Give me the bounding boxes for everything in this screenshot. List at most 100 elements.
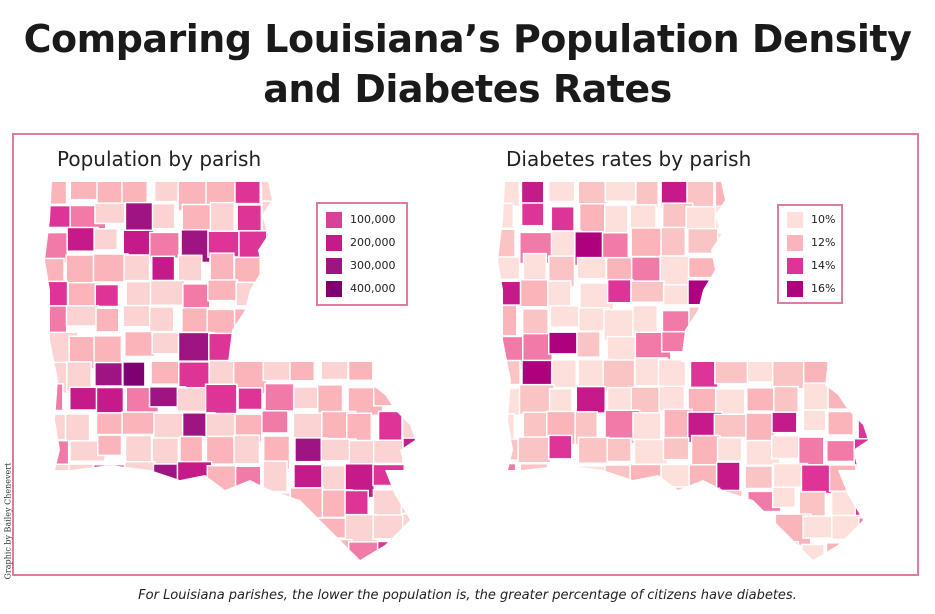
parish — [293, 386, 319, 410]
parish — [745, 182, 782, 205]
parish — [633, 489, 668, 523]
parish — [289, 517, 325, 547]
parish — [606, 437, 632, 463]
legend-swatch — [326, 280, 342, 297]
parish — [575, 385, 607, 414]
parish — [498, 182, 521, 207]
parish — [689, 539, 723, 560]
parish — [125, 487, 162, 517]
parish — [797, 306, 832, 336]
parish — [148, 306, 175, 333]
parish — [632, 304, 658, 337]
parish — [262, 460, 288, 493]
population-map-title: Population by parish — [57, 147, 262, 171]
parish — [374, 307, 399, 337]
parish — [657, 516, 691, 546]
parish — [233, 517, 263, 551]
parish — [714, 360, 749, 385]
parish — [630, 280, 665, 304]
parish — [714, 518, 747, 549]
parish — [547, 539, 582, 560]
parish — [347, 358, 374, 382]
legend-swatch — [326, 211, 342, 228]
parish — [401, 512, 415, 549]
parish — [125, 517, 156, 540]
parish — [347, 541, 383, 560]
parish — [153, 182, 180, 203]
parish — [45, 439, 70, 468]
parish — [522, 543, 553, 560]
parish — [234, 182, 261, 205]
parish — [205, 490, 231, 513]
parish — [629, 204, 657, 230]
parish — [831, 514, 863, 541]
parish — [377, 334, 415, 360]
parish — [317, 517, 348, 539]
parish — [605, 538, 641, 560]
parish — [522, 486, 553, 510]
parish — [802, 515, 834, 539]
parish — [687, 278, 720, 306]
parish — [498, 387, 523, 417]
parish — [45, 413, 69, 441]
parish — [633, 438, 669, 466]
parish — [522, 252, 548, 281]
parish — [401, 361, 415, 393]
parish — [153, 489, 192, 518]
parish — [316, 384, 344, 415]
parish — [45, 204, 72, 229]
parish — [94, 283, 120, 308]
parish — [742, 280, 774, 310]
parish — [402, 437, 415, 462]
parish — [854, 281, 868, 307]
parish — [372, 383, 401, 407]
parish — [237, 490, 271, 518]
parish — [545, 491, 572, 525]
parish — [205, 435, 239, 465]
parish — [550, 205, 575, 235]
parish — [406, 461, 415, 486]
parish — [152, 541, 190, 560]
parish — [662, 284, 692, 306]
legend-item: 300,000 — [318, 254, 406, 277]
parish — [630, 227, 664, 258]
parish — [635, 182, 659, 209]
parish — [606, 386, 633, 413]
parish — [261, 200, 288, 234]
parish — [317, 333, 350, 357]
parish — [549, 305, 580, 328]
parish — [825, 334, 857, 358]
parish — [95, 517, 133, 541]
parish — [716, 307, 753, 332]
parish — [233, 256, 262, 283]
parish — [498, 256, 521, 281]
parish — [769, 332, 796, 356]
parish — [828, 464, 857, 493]
legend-swatch — [787, 280, 803, 297]
parish — [374, 182, 412, 204]
parish — [606, 278, 634, 304]
parish — [288, 331, 326, 354]
parish — [802, 335, 831, 368]
parish — [151, 202, 176, 230]
parish — [744, 465, 774, 490]
parish — [293, 205, 318, 235]
parish — [689, 359, 719, 389]
parish — [498, 514, 520, 540]
parish — [233, 434, 261, 465]
parish — [659, 542, 689, 560]
parish — [262, 515, 300, 548]
parish — [209, 252, 235, 285]
parish — [576, 256, 607, 280]
legend-item: 14% — [779, 254, 841, 277]
parish — [857, 461, 868, 483]
parish — [372, 514, 408, 540]
parish — [96, 182, 124, 208]
parish — [743, 307, 773, 338]
parish — [319, 538, 353, 560]
parish — [122, 361, 146, 388]
parish — [578, 543, 607, 560]
parish — [401, 540, 415, 560]
parish — [94, 361, 124, 387]
parish — [377, 361, 402, 392]
